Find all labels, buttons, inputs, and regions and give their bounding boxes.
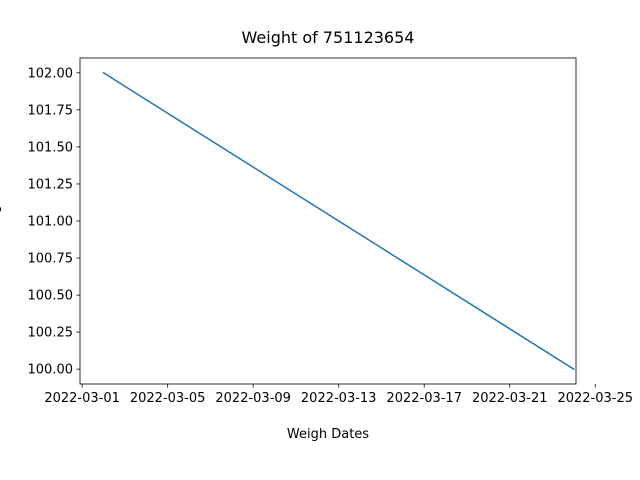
x-tick-label: 2022-03-17 <box>386 391 462 406</box>
series-line-0 <box>102 71 575 371</box>
x-tick-label: 2022-03-09 <box>215 391 291 406</box>
y-tick-label: 100.50 <box>28 289 74 304</box>
y-tick-label: 102.00 <box>28 66 74 81</box>
y-tick-label: 100.25 <box>28 326 74 341</box>
x-tick-label: 2022-03-01 <box>44 391 120 406</box>
y-tick-label: 101.75 <box>28 103 74 118</box>
plot-area: 2022-03-01 2022-03-05 2022-03-09 2022-03-13… <box>28 57 633 406</box>
x-tick-label: 2022-03-25 <box>557 391 633 406</box>
x-tick-label: 2022-03-21 <box>472 391 548 406</box>
x-tick-label: 2022-03-05 <box>130 391 206 406</box>
x-axis-label: Weigh Dates <box>287 427 369 442</box>
y-tick-label: 101.25 <box>28 177 74 192</box>
y-tick-label: 101.00 <box>28 215 74 230</box>
chart-title: Weight of 751123654 <box>242 28 415 47</box>
y-tick-label: 101.50 <box>28 140 74 155</box>
y-tick-label: 100.75 <box>28 252 74 267</box>
y-axis-label: Weight <box>0 191 2 236</box>
y-tick-label: 100.00 <box>28 363 74 378</box>
x-tick-label: 2022-03-13 <box>301 391 377 406</box>
